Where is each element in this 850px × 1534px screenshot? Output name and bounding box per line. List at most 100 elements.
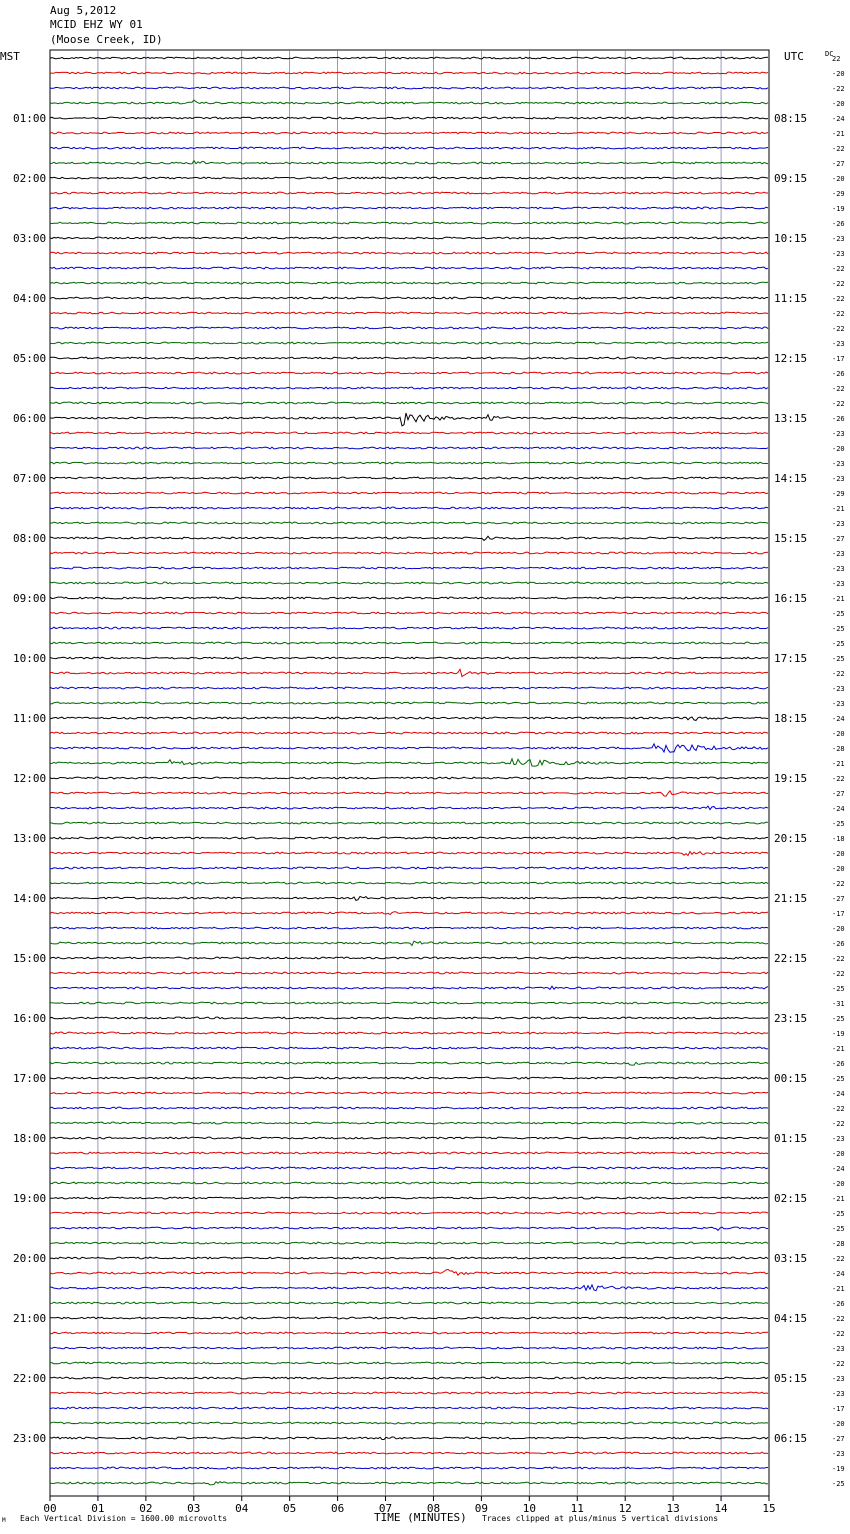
dc-offset-label: -25: [832, 625, 845, 633]
trace-line: [49, 476, 769, 480]
dc-offset-label: -21: [832, 130, 845, 138]
dc-offset-label: -23: [832, 1345, 845, 1353]
trace-line: [49, 836, 769, 840]
trace-line: [49, 581, 769, 585]
trace-line: [49, 521, 769, 525]
dc-offset-label: -31: [832, 1000, 845, 1008]
trace-line: [49, 1046, 769, 1050]
x-tick-label: 02: [139, 1502, 152, 1515]
left-hour-label: 16:00: [13, 1012, 46, 1025]
right-hour-label: 23:15: [774, 1012, 807, 1025]
right-hour-label: 01:15: [774, 1132, 807, 1145]
x-tick-label: 12: [619, 1502, 632, 1515]
left-hour-label: 17:00: [13, 1072, 46, 1085]
plot-frame: [49, 49, 770, 1497]
right-hour-label: 12:15: [774, 352, 807, 365]
dc-offset-label: -22: [832, 280, 845, 288]
dc-offset-label: -20: [832, 925, 845, 933]
trace-line: [49, 401, 769, 405]
trace-line: [49, 159, 769, 165]
dc-offset-label: -25: [832, 1210, 845, 1218]
footer-mark: M: [2, 1517, 6, 1524]
dc-offset-label: -22: [832, 1105, 845, 1113]
right-hour-label: 20:15: [774, 832, 807, 845]
dc-offset-label: -26: [832, 415, 845, 423]
left-hour-label: 23:00: [13, 1432, 46, 1445]
trace-line: [49, 985, 769, 991]
trace-line: [49, 1166, 769, 1170]
trace-line: [49, 1376, 769, 1380]
x-tick-label: 11: [571, 1502, 584, 1515]
trace-line: [49, 1346, 769, 1350]
dc-offset-label: -20: [832, 445, 845, 453]
right-hour-label: 17:15: [774, 652, 807, 665]
dc-offset-label: -28: [832, 745, 845, 753]
x-tick-label: 08: [427, 1502, 440, 1515]
x-tick-label: 03: [187, 1502, 200, 1515]
dc-offset-label: -19: [832, 205, 845, 213]
trace-line: [49, 71, 769, 75]
trace-line: [49, 1031, 769, 1035]
dc-offset-label: -25: [832, 1015, 845, 1023]
right-hour-label: 09:15: [774, 172, 807, 185]
dc-offset-label: -26: [832, 220, 845, 228]
right-hour-label: 02:15: [774, 1192, 807, 1205]
dc-offset-label: -23: [832, 1135, 845, 1143]
trace-line: [49, 412, 769, 427]
dc-offset-label: -25: [832, 820, 845, 828]
dc-offset-label: -22: [832, 970, 845, 978]
left-hour-label: 15:00: [13, 952, 46, 965]
x-tick-label: 10: [523, 1502, 536, 1515]
trace-line: [49, 850, 769, 857]
x-tick-label: 06: [331, 1502, 344, 1515]
trace-line: [49, 596, 769, 600]
trace-line: [49, 742, 769, 754]
x-axis-title: TIME (MINUTES): [374, 1511, 467, 1524]
trace-line: [49, 1406, 769, 1410]
right-hour-label: 04:15: [774, 1312, 807, 1325]
right-hour-label: 21:15: [774, 892, 807, 905]
trace-line: [49, 356, 769, 360]
trace-line: [49, 116, 769, 120]
left-hour-label: 22:00: [13, 1372, 46, 1385]
trace-line: [49, 866, 769, 870]
scale-note: Each Vertical Division = 1600.00 microvo…: [20, 1514, 228, 1523]
x-tick-label: 07: [379, 1502, 392, 1515]
left-hour-label: 07:00: [13, 472, 46, 485]
dc-offset-label: -25: [832, 985, 845, 993]
trace-line: [49, 1001, 769, 1005]
dc-offset-label: -20: [832, 175, 845, 183]
dc-offset-label: -21: [832, 1195, 845, 1203]
right-hour-label: 14:15: [774, 472, 807, 485]
header-station: MCID EHZ WY 01: [50, 18, 143, 31]
trace-line: [49, 386, 769, 390]
dc-offset-label: -23: [832, 430, 845, 438]
right-hour-label: 19:15: [774, 772, 807, 785]
dc-offset-label: -23: [832, 520, 845, 528]
left-hour-label: 14:00: [13, 892, 46, 905]
right-hour-label: 15:15: [774, 532, 807, 545]
right-hour-label: 11:15: [774, 292, 807, 305]
trace-line: [49, 1421, 769, 1425]
left-hour-label: 11:00: [13, 712, 46, 725]
trace-line: [49, 757, 769, 767]
dc-offset-label: -28: [832, 1240, 845, 1248]
dc-offset-label: -17: [832, 1405, 845, 1413]
dc-offset-label: -26: [832, 370, 845, 378]
trace-line: [49, 1136, 769, 1140]
header-date: Aug 5,2012: [50, 4, 117, 17]
right-hour-label: 13:15: [774, 412, 807, 425]
dc-offset-label: -23: [832, 460, 845, 468]
trace-line: [50, 1091, 769, 1095]
trace-line: [49, 461, 769, 465]
dc-offset-label: -22: [832, 385, 845, 393]
dc-offset-label: -26: [832, 1300, 845, 1308]
trace-line: [49, 341, 769, 345]
axis-labels: 22 -20 -22 -20 -24 -21 -22 -27 -20 -29 -19 -26 -23 -2…: [13, 55, 845, 1515]
dc-offset-label: -24: [832, 715, 845, 723]
trace-line: [49, 1016, 769, 1020]
trace-line: [49, 626, 769, 630]
trace-line: [49, 701, 769, 705]
left-hour-label: 19:00: [13, 1192, 46, 1205]
dc-offset-label: -27: [832, 535, 845, 543]
